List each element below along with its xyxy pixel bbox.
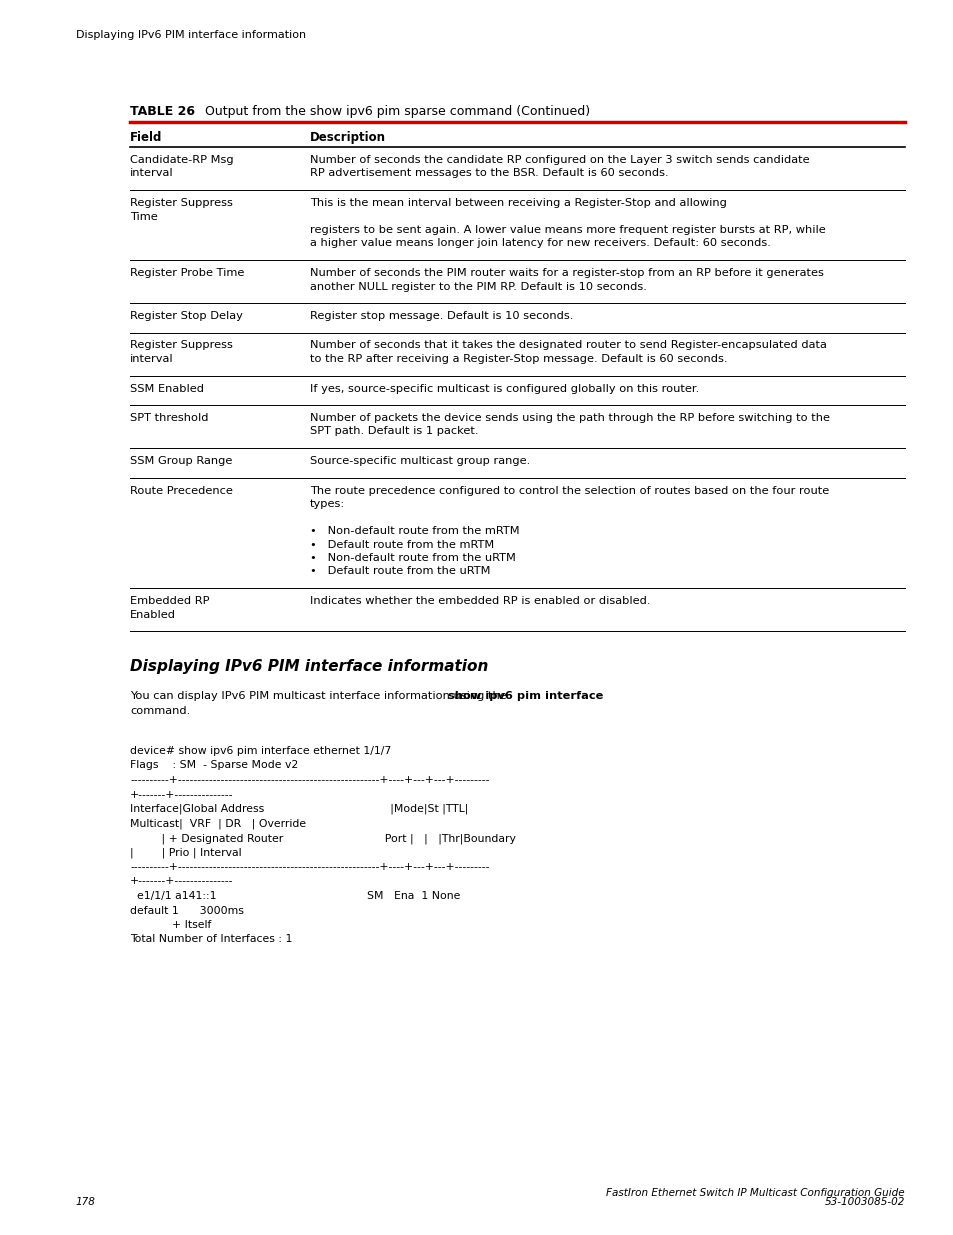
Text: Description: Description bbox=[310, 131, 386, 144]
Text: You can display IPv6 PIM multicast interface information using the: You can display IPv6 PIM multicast inter… bbox=[130, 692, 510, 701]
Text: RP advertisement messages to the BSR. Default is 60 seconds.: RP advertisement messages to the BSR. De… bbox=[310, 168, 668, 179]
Text: a higher value means longer join latency for new receivers. Default: 60 seconds.: a higher value means longer join latency… bbox=[310, 238, 770, 248]
Text: types:: types: bbox=[310, 499, 345, 509]
Text: SPT path. Default is 1 packet.: SPT path. Default is 1 packet. bbox=[310, 426, 478, 436]
Text: Number of seconds the candidate RP configured on the Layer 3 switch sends candid: Number of seconds the candidate RP confi… bbox=[310, 156, 809, 165]
Text: This is the mean interval between receiving a Register-Stop and allowing: This is the mean interval between receiv… bbox=[310, 198, 726, 207]
Text: registers to be sent again. A lower value means more frequent register bursts at: registers to be sent again. A lower valu… bbox=[310, 225, 825, 235]
Text: •   Default route from the uRTM: • Default route from the uRTM bbox=[310, 567, 490, 577]
Text: Indicates whether the embedded RP is enabled or disabled.: Indicates whether the embedded RP is ena… bbox=[310, 597, 650, 606]
Text: Field: Field bbox=[130, 131, 162, 144]
Text: Register Probe Time: Register Probe Time bbox=[130, 268, 244, 278]
Text: +-------+---------------: +-------+--------------- bbox=[130, 877, 233, 887]
Text: Output from the show ipv6 pim sparse command (Continued): Output from the show ipv6 pim sparse com… bbox=[196, 105, 590, 119]
Text: Source-specific multicast group range.: Source-specific multicast group range. bbox=[310, 456, 530, 466]
Text: to the RP after receiving a Register-Stop message. Default is 60 seconds.: to the RP after receiving a Register-Sto… bbox=[310, 354, 727, 364]
Text: 53-1003085-02: 53-1003085-02 bbox=[823, 1197, 904, 1207]
Text: Register Suppress: Register Suppress bbox=[130, 198, 233, 207]
Text: SPT threshold: SPT threshold bbox=[130, 412, 209, 424]
Text: •   Non-default route from the mRTM: • Non-default route from the mRTM bbox=[310, 526, 519, 536]
Text: Interface|Global Address                                    |Mode|St |TTL|: Interface|Global Address |Mode|St |TTL| bbox=[130, 804, 468, 815]
Text: Displaying IPv6 PIM interface information: Displaying IPv6 PIM interface informatio… bbox=[76, 30, 306, 40]
Text: 178: 178 bbox=[76, 1197, 95, 1207]
Text: interval: interval bbox=[130, 354, 173, 364]
Text: show ipv6 pim interface: show ipv6 pim interface bbox=[448, 692, 603, 701]
Text: Register Suppress: Register Suppress bbox=[130, 341, 233, 351]
Text: Number of seconds the PIM router waits for a register-stop from an RP before it : Number of seconds the PIM router waits f… bbox=[310, 268, 823, 278]
Text: TABLE 26: TABLE 26 bbox=[130, 105, 194, 119]
Text: The route precedence configured to control the selection of routes based on the : The route precedence configured to contr… bbox=[310, 485, 828, 495]
Text: Embedded RP: Embedded RP bbox=[130, 597, 210, 606]
Text: interval: interval bbox=[130, 168, 173, 179]
Text: Candidate-RP Msg: Candidate-RP Msg bbox=[130, 156, 233, 165]
Text: Time: Time bbox=[130, 211, 157, 221]
Text: Multicast|  VRF  | DR   | Override: Multicast| VRF | DR | Override bbox=[130, 819, 306, 829]
Text: •   Default route from the mRTM: • Default route from the mRTM bbox=[310, 540, 494, 550]
Text: |        | Prio | Interval: | | Prio | Interval bbox=[130, 847, 241, 858]
Text: Register Stop Delay: Register Stop Delay bbox=[130, 311, 243, 321]
Text: Number of packets the device sends using the path through the RP before switchin: Number of packets the device sends using… bbox=[310, 412, 829, 424]
Text: + Itself: + Itself bbox=[130, 920, 212, 930]
Text: +-------+---------------: +-------+--------------- bbox=[130, 789, 233, 799]
Text: Register stop message. Default is 10 seconds.: Register stop message. Default is 10 sec… bbox=[310, 311, 573, 321]
Text: | + Designated Router                             Port |   |   |Thr|Boundary: | + Designated Router Port | | |Thr|Boun… bbox=[130, 832, 516, 844]
Text: device# show ipv6 pim interface ethernet 1/1/7: device# show ipv6 pim interface ethernet… bbox=[130, 746, 391, 756]
Text: Route Precedence: Route Precedence bbox=[130, 485, 233, 495]
Text: ----------+----------------------------------------------------+----+---+---+---: ----------+-----------------------------… bbox=[130, 776, 489, 785]
Text: Number of seconds that it takes the designated router to send Register-encapsula: Number of seconds that it takes the desi… bbox=[310, 341, 826, 351]
Text: SSM Group Range: SSM Group Range bbox=[130, 456, 233, 466]
Text: •   Non-default route from the uRTM: • Non-default route from the uRTM bbox=[310, 553, 516, 563]
Text: command.: command. bbox=[130, 705, 190, 715]
Text: If yes, source-specific multicast is configured globally on this router.: If yes, source-specific multicast is con… bbox=[310, 384, 699, 394]
Text: another NULL register to the PIM RP. Default is 10 seconds.: another NULL register to the PIM RP. Def… bbox=[310, 282, 646, 291]
Text: ----------+----------------------------------------------------+----+---+---+---: ----------+-----------------------------… bbox=[130, 862, 489, 872]
Text: Total Number of Interfaces : 1: Total Number of Interfaces : 1 bbox=[130, 935, 292, 945]
Text: Enabled: Enabled bbox=[130, 610, 175, 620]
Text: SSM Enabled: SSM Enabled bbox=[130, 384, 204, 394]
Text: Displaying IPv6 PIM interface information: Displaying IPv6 PIM interface informatio… bbox=[130, 659, 488, 674]
Text: default 1      3000ms: default 1 3000ms bbox=[130, 905, 244, 915]
Text: Flags    : SM  - Sparse Mode v2: Flags : SM - Sparse Mode v2 bbox=[130, 761, 298, 771]
Text: FastIron Ethernet Switch IP Multicast Configuration Guide: FastIron Ethernet Switch IP Multicast Co… bbox=[606, 1188, 904, 1198]
Text: e1/1/1 a141::1                                           SM   Ena  1 None: e1/1/1 a141::1 SM Ena 1 None bbox=[130, 890, 460, 902]
